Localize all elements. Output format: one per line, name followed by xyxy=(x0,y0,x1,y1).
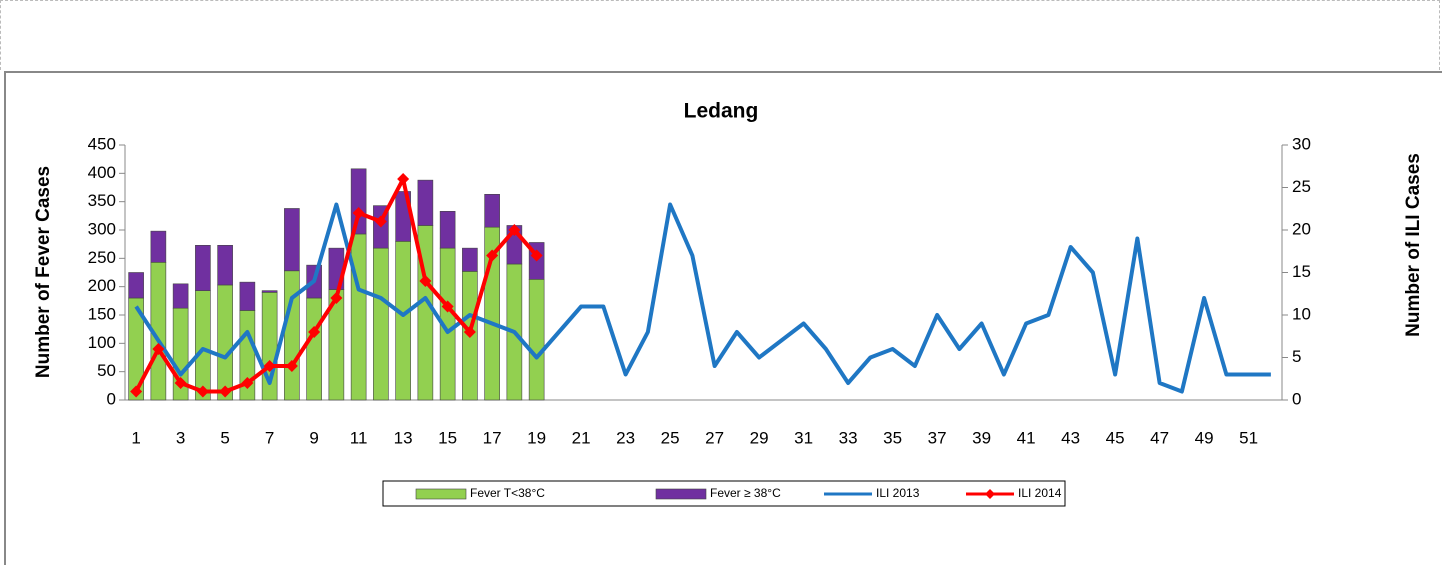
legend-box xyxy=(382,480,1066,507)
legend-label: Fever T<38°C xyxy=(470,486,545,500)
y-tick-label: 100 xyxy=(88,333,116,352)
bar xyxy=(484,194,500,228)
marker xyxy=(463,326,476,338)
bar xyxy=(217,284,233,401)
x-tick-label: 15 xyxy=(438,428,457,447)
marker xyxy=(219,385,232,398)
legend-marker xyxy=(985,489,995,499)
y-tick-label: 150 xyxy=(88,304,116,323)
x-tick-label: 7 xyxy=(265,428,274,447)
x-tick-label: 43 xyxy=(1061,428,1080,447)
marker xyxy=(241,377,254,389)
y2-tick-label: 20 xyxy=(1292,219,1311,238)
y-axis-title: Number of Fever Cases xyxy=(33,166,54,378)
x-tick-label: 39 xyxy=(972,428,991,447)
marker xyxy=(285,360,298,372)
bar xyxy=(350,168,367,235)
x-tick-label: 31 xyxy=(794,428,813,447)
y2-tick-label: 15 xyxy=(1292,262,1311,281)
bar xyxy=(462,247,478,272)
legend-label: Fever ≥ 38°C xyxy=(710,486,781,500)
legend-label: ILI 2014 xyxy=(1018,486,1062,500)
x-tick-label: 1 xyxy=(131,428,140,447)
x-tick-label: 17 xyxy=(483,428,502,447)
bar xyxy=(373,247,389,401)
bar xyxy=(439,211,456,249)
x-tick-label: 21 xyxy=(572,428,591,447)
marker xyxy=(130,385,143,398)
marker xyxy=(374,215,387,228)
x-tick-label: 49 xyxy=(1195,428,1214,447)
y-tick-label: 50 xyxy=(97,361,116,380)
x-tick-label: 5 xyxy=(220,428,229,447)
bar xyxy=(284,208,300,272)
y2-tick-label: 5 xyxy=(1292,347,1301,366)
bar xyxy=(417,179,434,226)
x-tick-label: 3 xyxy=(176,428,185,447)
bar xyxy=(284,270,300,401)
bar xyxy=(306,297,322,401)
legend-swatch xyxy=(415,488,467,500)
bar xyxy=(150,230,167,263)
line xyxy=(134,202,1271,394)
y-tick-label: 200 xyxy=(88,276,116,295)
x-tick-label: 23 xyxy=(616,428,635,447)
legend-label: ILI 2013 xyxy=(876,486,920,500)
bar xyxy=(217,245,233,286)
bar xyxy=(350,233,367,401)
marker xyxy=(152,343,165,355)
y2-tick-label: 25 xyxy=(1292,177,1311,196)
bar xyxy=(195,290,211,401)
marker xyxy=(397,173,410,185)
marker xyxy=(330,292,343,304)
x-tick-label: 51 xyxy=(1239,428,1258,447)
y2-tick-label: 0 xyxy=(1292,389,1301,408)
x-tick-label: 11 xyxy=(350,428,368,447)
y2-tick-label: 30 xyxy=(1292,134,1311,153)
marker xyxy=(263,360,276,372)
x-tick-label: 47 xyxy=(1150,428,1169,447)
y-tick-label: 250 xyxy=(88,248,116,267)
marker xyxy=(196,385,209,398)
chart-title: Ledang xyxy=(684,100,759,123)
marker xyxy=(352,207,365,219)
y-tick-label: 350 xyxy=(88,191,116,210)
x-tick-label: 41 xyxy=(1017,428,1036,447)
marker xyxy=(508,224,521,236)
bar xyxy=(195,245,211,291)
bar xyxy=(172,283,189,309)
x-tick-label: 45 xyxy=(1106,428,1125,447)
y-tick-label: 400 xyxy=(88,163,116,182)
chart-frame xyxy=(4,71,1442,565)
header-area xyxy=(0,0,1440,70)
y2-axis-title: Number of ILI Cases xyxy=(1403,153,1424,337)
bar xyxy=(239,281,256,311)
marker xyxy=(308,326,321,338)
legend-swatch xyxy=(655,488,707,500)
x-tick-label: 13 xyxy=(394,428,413,447)
bar xyxy=(128,272,144,299)
x-tick-label: 19 xyxy=(527,428,546,447)
x-tick-label: 27 xyxy=(705,428,724,447)
y2-tick-label: 10 xyxy=(1292,304,1311,323)
bar xyxy=(261,290,278,293)
x-tick-label: 35 xyxy=(883,428,902,447)
x-tick-label: 9 xyxy=(309,428,318,447)
bar xyxy=(395,241,411,401)
bar xyxy=(528,278,545,401)
y-tick-label: 450 xyxy=(88,134,116,153)
marker xyxy=(419,275,432,287)
marker xyxy=(174,377,187,389)
x-tick-label: 37 xyxy=(928,428,947,447)
marker xyxy=(486,249,499,262)
x-tick-label: 25 xyxy=(661,428,680,447)
y-tick-label: 0 xyxy=(107,389,116,408)
y-tick-label: 300 xyxy=(88,219,116,238)
x-tick-label: 29 xyxy=(750,428,769,447)
x-tick-label: 33 xyxy=(839,428,858,447)
marker xyxy=(530,249,543,262)
marker xyxy=(441,300,454,313)
